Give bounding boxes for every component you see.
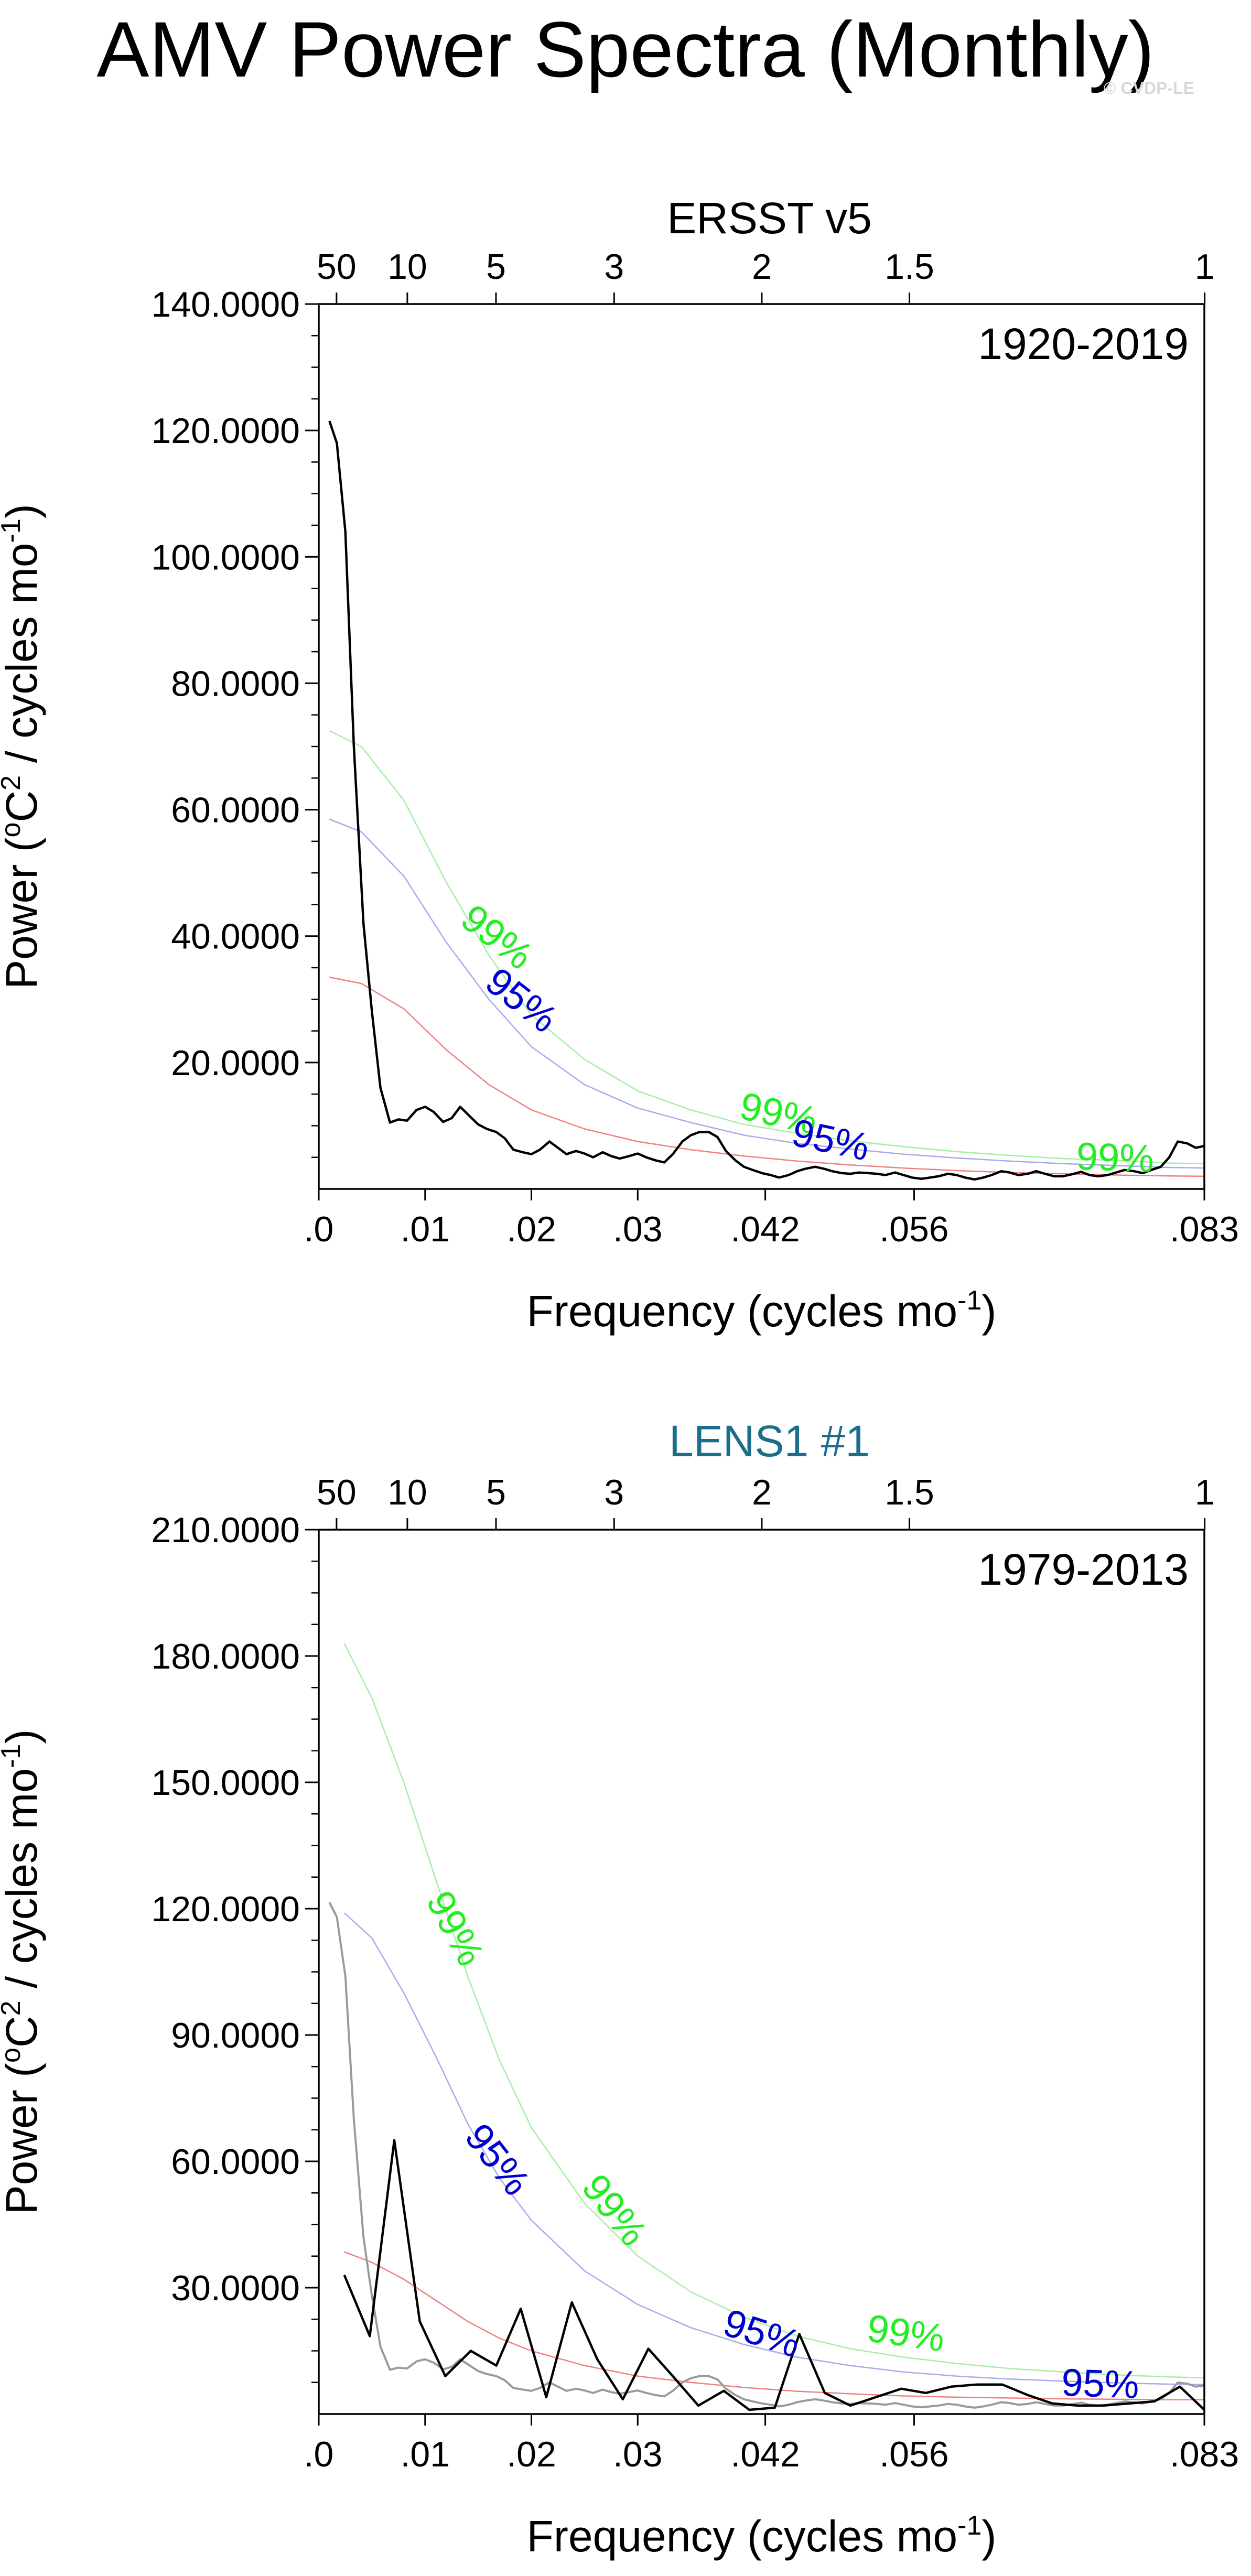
y-tick-label: 30.0000: [171, 2268, 300, 2308]
y-tick-label: 120.0000: [151, 411, 300, 451]
y-axis-label-text: Power (: [0, 2063, 46, 2214]
y-tick-label: 140.0000: [151, 285, 300, 324]
series-line-ci99: [329, 730, 1204, 1165]
y-axis-label-per: / cycles mo: [0, 543, 46, 775]
x-axis-label: Frequency (cycles mo-1): [527, 1285, 997, 1336]
y-axis-label-superscript: -1: [0, 518, 26, 543]
x-tick-label: .056: [879, 1209, 948, 1249]
credit-label: © CVDP-LE: [1104, 79, 1194, 98]
plot-frame: [318, 303, 1205, 1190]
series-line-ci99: [343, 1643, 1204, 2379]
confidence-label-ci99: 99%: [453, 896, 541, 978]
period-range-label: 1920-2019: [978, 319, 1189, 369]
series-group: [328, 1643, 1204, 2411]
period-tick-label: 50: [317, 1473, 357, 1512]
y-axis-label-squared: 2: [0, 2000, 26, 2016]
period-tick-label: 1: [1195, 1473, 1215, 1512]
y-axis-label-text: Power (: [0, 837, 46, 989]
y-tick-label: 60.0000: [171, 2142, 300, 2182]
panel-ersst: 99%95%99%95% 99%20.000040.000060.000080.0…: [0, 193, 1239, 1336]
confidence-label-ci99: 99%: [574, 2166, 656, 2254]
panel-title: LENS1 #1: [669, 1416, 870, 1466]
series-group: [328, 420, 1204, 1181]
y-axis-label-degree: o: [0, 2048, 26, 2063]
y-tick-label: 90.0000: [171, 2016, 300, 2055]
x-axis-label-text: Frequency (cycles mo: [527, 2512, 958, 2561]
x-tick-label: .02: [506, 1209, 556, 1249]
y-tick-label: 20.0000: [171, 1043, 300, 1083]
x-tick-label: .042: [730, 2434, 800, 2474]
confidence-label-ci95: 95%: [457, 2115, 539, 2203]
period-tick-label: 5: [486, 247, 506, 287]
period-tick-label: 10: [387, 1473, 427, 1512]
period-tick-label: 3: [604, 1473, 624, 1512]
period-tick-label: 1: [1195, 247, 1215, 287]
series-line-ci95: [343, 1912, 1204, 2386]
y-axis-label-superscript: -1: [0, 1744, 26, 1768]
x-axis-label-end: ): [982, 2512, 996, 2561]
series-line-ci95: [329, 818, 1204, 1169]
x-axis-label-superscript: -1: [957, 1285, 982, 1316]
figure-title: AMV Power Spectra (Monthly): [96, 5, 1155, 93]
y-tick-label: 120.0000: [151, 1889, 300, 1929]
y-tick-label: 80.0000: [171, 664, 300, 703]
y-tick-label: 60.0000: [171, 791, 300, 830]
y-tick-label: 100.0000: [151, 537, 300, 577]
x-tick-label: .03: [613, 2434, 663, 2474]
period-range-label: 1979-2013: [978, 1545, 1189, 1594]
x-axis-label: Frequency (cycles mo-1): [527, 2510, 997, 2561]
x-tick-label: .01: [400, 2434, 450, 2474]
y-tick-label: 40.0000: [171, 917, 300, 957]
x-tick-label: .042: [730, 1209, 800, 1249]
confidence-label-ci95: 95%: [478, 959, 566, 1041]
y-axis-label: Power (oC2 / cycles mo-1): [0, 504, 46, 989]
period-tick-label: 3: [604, 247, 624, 287]
series-line-red-noise: [329, 976, 1204, 1177]
y-axis-label-per: / cycles mo: [0, 1768, 46, 2000]
panel-lens1: 99% 95% 99% 95% 99% 95% 30.0000 60.0000 90.0000 1…: [0, 1416, 1239, 2561]
x-axis-label-text: Frequency (cycles mo: [527, 1286, 958, 1336]
period-tick-label: 10: [387, 247, 427, 287]
x-axis-label-superscript: -1: [957, 2510, 982, 2541]
x-tick-label: .083: [1170, 1209, 1239, 1249]
y-axis-label-degree: o: [0, 822, 26, 837]
x-tick-label: .02: [506, 2434, 556, 2474]
panel-title: ERSST v5: [667, 193, 872, 243]
y-axis-label-unit: C: [0, 791, 46, 822]
x-tick-label: .056: [879, 2434, 948, 2474]
period-tick-label: 50: [317, 247, 357, 287]
y-tick-label: 180.0000: [151, 1637, 300, 1676]
series-line-observed-spectrum: [328, 1902, 1204, 2409]
y-axis-label-end: ): [0, 1729, 46, 1744]
y-axis-label-squared: 2: [0, 775, 26, 791]
confidence-label-ci95: 95%: [718, 2300, 806, 2366]
confidence-label-ci95: 95%: [1061, 2361, 1140, 2407]
confidence-label-ci99: 99%: [1075, 1134, 1155, 1181]
x-tick-label: .0: [304, 1209, 334, 1249]
confidence-label-ci99: 99%: [865, 2306, 947, 2360]
x-tick-label: .0: [304, 2434, 334, 2474]
y-tick-label: 210.0000: [151, 1510, 300, 1550]
y-axis-label-end: ): [0, 504, 46, 518]
x-axis-label-end: ): [982, 1286, 996, 1336]
x-tick-label: .083: [1170, 2434, 1239, 2474]
x-tick-label: .01: [400, 1209, 450, 1249]
confidence-label-ci95: 95%: [788, 1110, 873, 1169]
series-line-red-noise: [344, 2251, 1204, 2400]
plot-frame: [318, 1529, 1205, 2415]
period-tick-label: 2: [752, 247, 772, 287]
y-axis-label: Power (oC2 / cycles mo-1): [0, 1729, 46, 2215]
period-tick-label: 1.5: [885, 247, 934, 287]
y-tick-label: 150.0000: [151, 1763, 300, 1803]
confidence-label-ci99: 99%: [418, 1884, 493, 1973]
y-axis-label-unit: C: [0, 2016, 46, 2048]
period-tick-label: 5: [486, 1473, 506, 1512]
series-line-model-spectrum: [343, 2139, 1204, 2411]
x-tick-label: .03: [613, 1209, 663, 1249]
period-tick-label: 1.5: [885, 1473, 934, 1512]
period-tick-label: 2: [752, 1473, 772, 1512]
series-line-spectrum: [328, 420, 1204, 1181]
